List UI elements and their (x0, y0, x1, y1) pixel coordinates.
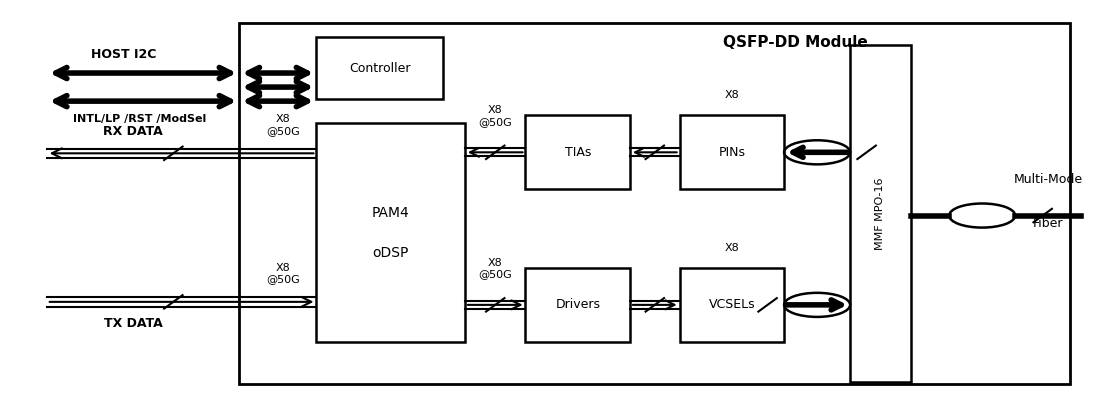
Text: TX DATA: TX DATA (104, 317, 163, 330)
Text: X8
@50G: X8 @50G (267, 114, 300, 136)
Text: INTL/LP /RST /ModSel: INTL/LP /RST /ModSel (73, 114, 207, 124)
Bar (316, 37, 444, 99)
Text: PINs: PINs (718, 146, 745, 159)
Bar (239, 23, 1071, 384)
Text: X8
@50G: X8 @50G (267, 263, 300, 284)
Bar (525, 268, 630, 342)
Text: QSFP-DD Module: QSFP-DD Module (722, 35, 867, 50)
Text: Multi-Mode: Multi-Mode (1013, 173, 1083, 186)
Text: RX DATA: RX DATA (103, 125, 163, 138)
Text: Drivers: Drivers (555, 298, 601, 311)
Text: PAM4: PAM4 (372, 206, 409, 219)
Text: oDSP: oDSP (373, 246, 409, 260)
Bar (525, 115, 630, 189)
Bar (679, 115, 784, 189)
Text: X8
@50G: X8 @50G (479, 105, 512, 127)
Text: TIAs: TIAs (564, 146, 591, 159)
Text: X8: X8 (724, 243, 739, 253)
Text: MMF MPO-16: MMF MPO-16 (875, 177, 886, 250)
Text: X8: X8 (724, 90, 739, 100)
Bar (679, 268, 784, 342)
Text: HOST I2C: HOST I2C (92, 48, 157, 61)
Text: Controller: Controller (348, 61, 410, 74)
Text: X8
@50G: X8 @50G (479, 258, 512, 280)
Bar (316, 123, 465, 342)
Bar (851, 45, 910, 382)
Text: VCSELs: VCSELs (709, 298, 755, 311)
Text: Fiber: Fiber (1033, 217, 1064, 230)
